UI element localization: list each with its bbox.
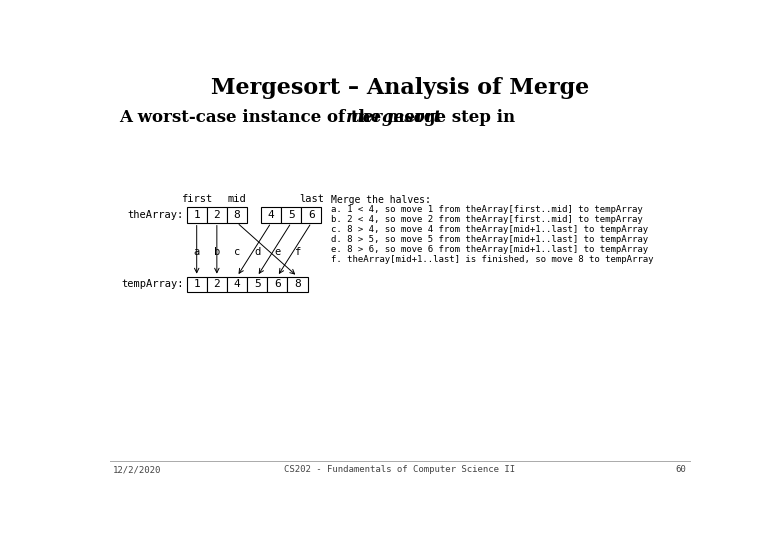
Text: a. 1 < 4, so move 1 from theArray[first..mid] to tempArray: a. 1 < 4, so move 1 from theArray[first.… bbox=[331, 205, 643, 214]
Text: Merge the halves:: Merge the halves: bbox=[331, 194, 431, 205]
Text: 2: 2 bbox=[214, 210, 220, 220]
Text: 60: 60 bbox=[675, 465, 686, 474]
Text: 6: 6 bbox=[308, 210, 315, 220]
FancyBboxPatch shape bbox=[247, 276, 268, 292]
Text: d. 8 > 5, so move 5 from theArray[mid+1..last] to tempArray: d. 8 > 5, so move 5 from theArray[mid+1.… bbox=[331, 235, 648, 244]
FancyBboxPatch shape bbox=[207, 276, 227, 292]
Text: e. 8 > 6, so move 6 from theArray[mid+1..last] to tempArray: e. 8 > 6, so move 6 from theArray[mid+1.… bbox=[331, 245, 648, 254]
Text: 5: 5 bbox=[288, 210, 295, 220]
Text: first: first bbox=[181, 194, 212, 204]
Text: mergesort: mergesort bbox=[346, 109, 441, 126]
Text: 4: 4 bbox=[268, 210, 275, 220]
Text: A worst-case instance of the merge step in: A worst-case instance of the merge step … bbox=[119, 109, 521, 126]
Text: Mergesort – Analysis of Merge: Mergesort – Analysis of Merge bbox=[211, 77, 589, 99]
Text: 4: 4 bbox=[234, 279, 240, 289]
FancyBboxPatch shape bbox=[268, 276, 287, 292]
Text: f. theArray[mid+1..last] is finished, so move 8 to tempArray: f. theArray[mid+1..last] is finished, so… bbox=[331, 255, 654, 264]
Text: theArray:: theArray: bbox=[127, 210, 183, 220]
Text: c. 8 > 4, so move 4 from theArray[mid+1..last] to tempArray: c. 8 > 4, so move 4 from theArray[mid+1.… bbox=[331, 225, 648, 234]
FancyBboxPatch shape bbox=[186, 207, 207, 222]
Text: 1: 1 bbox=[193, 210, 200, 220]
FancyBboxPatch shape bbox=[227, 207, 247, 222]
Text: 5: 5 bbox=[254, 279, 261, 289]
FancyBboxPatch shape bbox=[207, 207, 227, 222]
Text: 1: 1 bbox=[193, 279, 200, 289]
FancyBboxPatch shape bbox=[227, 276, 247, 292]
Text: mid: mid bbox=[228, 194, 246, 204]
Text: 8: 8 bbox=[234, 210, 240, 220]
Text: 2: 2 bbox=[214, 279, 220, 289]
Text: c: c bbox=[234, 247, 240, 257]
Text: CS202 - Fundamentals of Computer Science II: CS202 - Fundamentals of Computer Science… bbox=[284, 465, 516, 474]
Text: f: f bbox=[294, 247, 300, 257]
Text: 6: 6 bbox=[274, 279, 281, 289]
FancyBboxPatch shape bbox=[261, 207, 281, 222]
FancyBboxPatch shape bbox=[301, 207, 321, 222]
Text: tempArray:: tempArray: bbox=[121, 279, 183, 289]
FancyBboxPatch shape bbox=[281, 207, 301, 222]
Text: 8: 8 bbox=[294, 279, 301, 289]
Text: a: a bbox=[193, 247, 200, 257]
FancyBboxPatch shape bbox=[186, 276, 207, 292]
FancyBboxPatch shape bbox=[287, 276, 307, 292]
Text: 12/2/2020: 12/2/2020 bbox=[113, 465, 161, 474]
Text: b. 2 < 4, so move 2 from theArray[first..mid] to tempArray: b. 2 < 4, so move 2 from theArray[first.… bbox=[331, 215, 643, 224]
Text: d: d bbox=[254, 247, 261, 257]
Text: e: e bbox=[275, 247, 281, 257]
Text: b: b bbox=[214, 247, 220, 257]
Text: last: last bbox=[299, 194, 324, 204]
